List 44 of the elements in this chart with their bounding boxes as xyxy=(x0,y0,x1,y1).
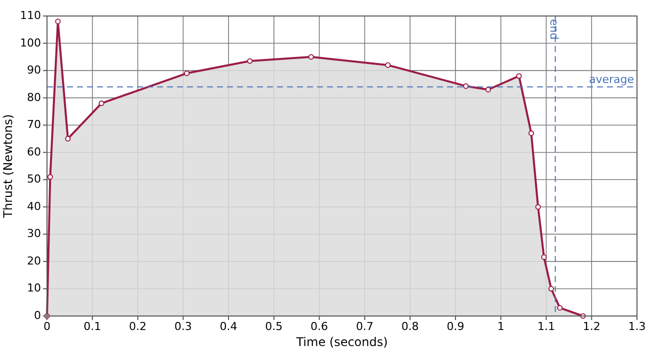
x-tick-label: 0.6 xyxy=(310,320,328,333)
y-tick-label: 60 xyxy=(27,145,41,158)
x-tick-label: 0.8 xyxy=(401,320,419,333)
x-tick-label: 1.2 xyxy=(582,320,600,333)
y-tick-label: 70 xyxy=(27,118,41,132)
x-tick-label: 0.5 xyxy=(265,320,283,333)
y-axis-title: Thrust (Newtons) xyxy=(1,114,15,219)
point xyxy=(385,62,391,68)
y-tick-label: 80 xyxy=(27,90,41,104)
x-tick-label: 0 xyxy=(44,320,50,333)
y-tick-label: 0 xyxy=(34,309,41,322)
x-tick-label: 1.3 xyxy=(628,320,646,333)
point xyxy=(548,286,554,292)
point xyxy=(47,174,53,180)
point xyxy=(65,136,71,142)
y-tick-label: 100 xyxy=(20,36,41,50)
point xyxy=(98,100,104,106)
y-tick-label: 20 xyxy=(27,254,41,268)
point xyxy=(184,70,190,76)
y-tick-label: 50 xyxy=(27,172,41,186)
point xyxy=(247,58,253,64)
point xyxy=(541,254,547,260)
y-tick-label: 10 xyxy=(27,282,41,295)
point xyxy=(528,130,534,136)
point xyxy=(55,18,61,24)
x-tick-label: 0.9 xyxy=(446,320,464,333)
x-tick-label: 1.1 xyxy=(537,320,555,333)
point xyxy=(308,54,314,60)
point xyxy=(516,73,522,79)
y-tick-label: 90 xyxy=(27,64,41,77)
point xyxy=(557,305,563,311)
y-tick-label: 110 xyxy=(20,9,41,22)
point xyxy=(535,204,541,210)
x-tick-label: 0.7 xyxy=(356,320,374,333)
x-axis-title: Time (seconds) xyxy=(295,335,388,349)
x-tick-label: 0.4 xyxy=(220,320,238,333)
x-tick-label: 1 xyxy=(497,320,504,333)
y-tick-label: 30 xyxy=(27,227,41,240)
point xyxy=(485,86,491,92)
x-tick-label: 0.1 xyxy=(84,320,102,333)
x-tick-label: 0.2 xyxy=(129,320,147,333)
y-tick-label: 40 xyxy=(27,200,41,213)
point xyxy=(463,83,469,89)
x-tick-label: 0.3 xyxy=(174,320,192,333)
